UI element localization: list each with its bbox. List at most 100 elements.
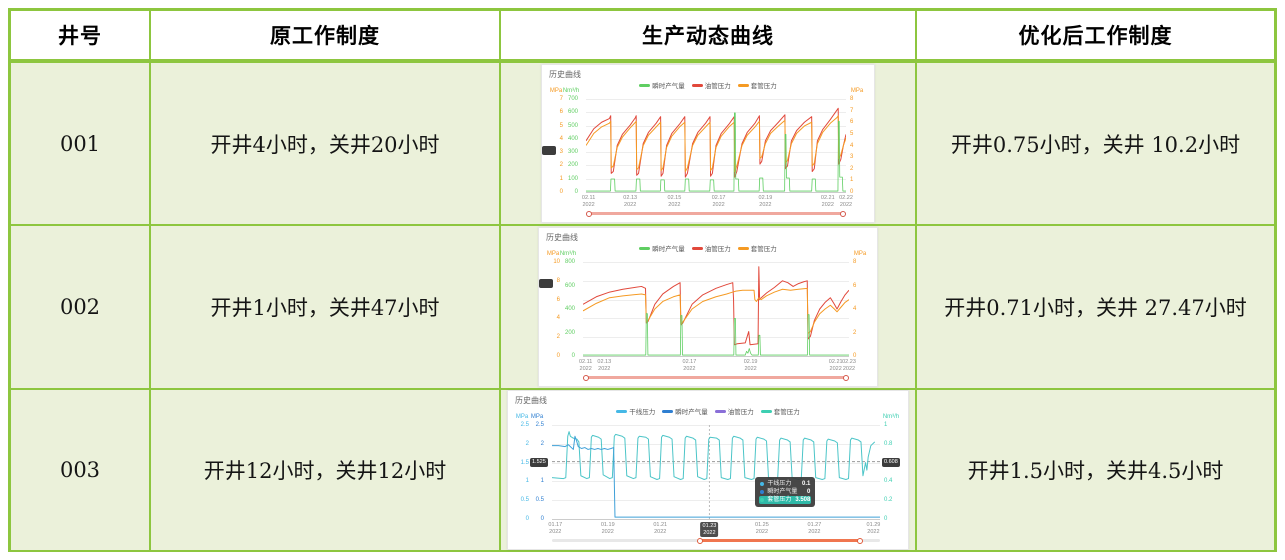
x-axis-label: 01.27 2022 [807, 522, 822, 535]
chart-legend: 瞬时产气量 油管压力 套管压力 [542, 80, 874, 90]
legend-item[interactable]: 套管压力 [737, 80, 777, 90]
datazoom-handle[interactable] [585, 210, 592, 217]
datazoom-handle[interactable] [696, 537, 703, 544]
y-axis-unit: MPa [549, 88, 563, 94]
x-axis-label: 02.15 2022 [667, 195, 682, 208]
legend-swatch [639, 246, 651, 250]
x-axis-label: 01.23 2022 [700, 522, 719, 537]
tooltip-series-dot [760, 497, 765, 502]
legend-swatch [662, 409, 674, 413]
legend-item[interactable]: 瞬时产气量 [639, 243, 685, 253]
chart-title: 历史曲线 [515, 396, 547, 405]
gridline [583, 337, 849, 339]
tooltip-row: 套管压力 3.508 [759, 495, 812, 504]
series-油管压力 [586, 108, 846, 177]
optimized-schedule-002: 开井0.71小时，关井 27.47小时 [917, 226, 1274, 390]
chart-legend: 瞬时产气量 油管压力 套管压力 [539, 243, 877, 253]
legend-swatch [737, 83, 749, 87]
tooltip-series-dot [760, 489, 765, 494]
axis-pointer-value-right: 0.608 [882, 457, 900, 467]
datazoom-selection[interactable] [585, 376, 847, 379]
series-套管压力 [552, 432, 875, 480]
header-well-number: 井号 [11, 11, 151, 63]
x-axis-label: 01.25 2022 [755, 522, 769, 535]
series-瞬时产气量 [583, 314, 849, 355]
datazoom-handle[interactable] [843, 374, 850, 381]
legend-item[interactable]: 瞬时产气量 [639, 80, 685, 90]
series-套管压力 [583, 288, 849, 333]
legend-swatch [691, 83, 703, 87]
gridline [552, 500, 880, 502]
chart-cell-002: 历史曲线 瞬时产气量 油管压力 套管压力 MPa 10 8 6 4 2 0 Nm³/h 800 600 40… [501, 226, 917, 390]
x-axis-line [586, 192, 846, 193]
x-axis-label: 02.19 2022 [758, 195, 773, 208]
x-axis-label: 01.17 2022 [548, 522, 563, 535]
y-axis-ticks: 10 8 6 4 2 0 [553, 259, 560, 359]
history-curve-chart-001[interactable]: 历史曲线 瞬时产气量 油管压力 套管压力 MPa 7 6 5 4 3 2 1 0 Nm³/h 700 600 5… [541, 64, 875, 223]
series-瞬时产气量 [586, 113, 846, 191]
gridline [586, 165, 846, 167]
x-axis-line [552, 519, 880, 520]
y-axis-unit: MPa [530, 414, 544, 420]
series-干线压力 [552, 436, 880, 517]
history-curve-chart-003[interactable]: 历史曲线 干线压力 瞬时产气量 油管压力 套管压力 MPa 2.5 2 1.5 1 0.5 0 MPa 2… [507, 390, 909, 550]
legend-swatch [760, 409, 772, 413]
gridline [583, 318, 849, 320]
gridline [583, 299, 849, 301]
gridline [583, 280, 849, 282]
chart-title: 历史曲线 [546, 233, 578, 242]
original-schedule-002: 开井1小时，关井47小时 [151, 226, 501, 390]
legend-swatch [737, 246, 749, 250]
chart-cell-003: 历史曲线 干线压力 瞬时产气量 油管压力 套管压力 MPa 2.5 2 1.5 1 0.5 0 MPa 2… [501, 390, 917, 550]
datazoom-selection[interactable] [588, 212, 844, 215]
datazoom-handle[interactable] [840, 210, 847, 217]
gridline [586, 138, 846, 140]
gridline [586, 152, 846, 154]
plot-area[interactable] [552, 425, 880, 519]
legend-swatch [714, 409, 726, 413]
y-axis-unit: MPa [546, 251, 560, 257]
plot-area[interactable] [583, 262, 849, 356]
legend-item[interactable]: 油管压力 [691, 243, 731, 253]
legend-item[interactable]: 油管压力 [714, 406, 754, 416]
legend-item[interactable]: 套管压力 [760, 406, 800, 416]
legend-item[interactable]: 套管压力 [737, 243, 777, 253]
x-axis-label: 02.23 2022 [842, 359, 856, 372]
gridline [552, 443, 880, 445]
x-axis-label: 02.17 2022 [682, 359, 697, 372]
legend-item[interactable]: 瞬时产气量 [662, 406, 708, 416]
header-production-curve: 生产动态曲线 [501, 11, 917, 63]
datazoom-handle[interactable] [582, 374, 589, 381]
axis-pointer-tag [539, 278, 553, 288]
datazoom-handle[interactable] [857, 537, 864, 544]
x-axis-label: 02.21 2022 [828, 359, 843, 372]
x-axis-label: 01.21 2022 [653, 522, 668, 535]
legend-swatch [691, 246, 703, 250]
well-optimization-table: 井号 原工作制度 生产动态曲线 优化后工作制度 001 开井4小时，关井20小时… [8, 8, 1277, 552]
y-axis-ticks: 700 600 500 400 300 200 100 0 [567, 96, 578, 195]
x-axis-label: 02.13 2022 [623, 195, 638, 208]
legend-item[interactable]: 油管压力 [691, 80, 731, 90]
original-schedule-003: 开井12小时，关井12小时 [151, 390, 501, 550]
y-axis-unit: Nm³/h [559, 251, 577, 257]
legend-swatch [616, 409, 628, 413]
tooltip-row: 瞬时产气量 0 [759, 488, 811, 496]
chart-cell-001: 历史曲线 瞬时产气量 油管压力 套管压力 MPa 7 6 5 4 3 2 1 0 Nm³/h 700 600 5… [501, 63, 917, 226]
legend-item[interactable]: 干线压力 [616, 406, 655, 416]
y-axis-ticks: 10.80.60.40.20 [884, 422, 893, 522]
tooltip-series-dot [760, 481, 765, 486]
optimized-schedule-003: 开井1.5小时，关井4.5小时 [917, 390, 1274, 550]
series-油管压力 [583, 267, 849, 345]
gridline [552, 462, 880, 464]
chart-tooltip: 干线压力 0.1 瞬时产气量 0 套管压力 3.508 [755, 476, 816, 507]
plot-area[interactable] [586, 99, 846, 192]
x-axis-label: 01.29 2022 [866, 522, 881, 535]
datazoom-selection[interactable] [699, 539, 861, 542]
well-number-002: 002 [11, 226, 151, 390]
history-curve-chart-002[interactable]: 历史曲线 瞬时产气量 油管压力 套管压力 MPa 10 8 6 4 2 0 Nm³/h 800 600 40… [538, 227, 878, 387]
